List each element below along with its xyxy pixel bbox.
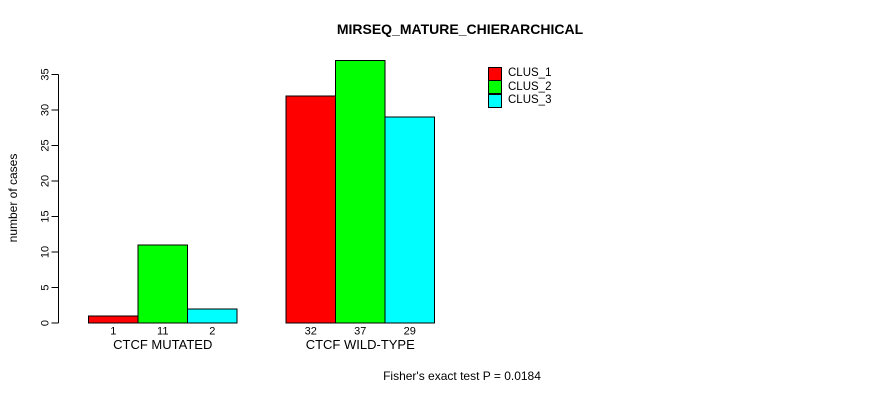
bar-value-label: 37 (354, 326, 366, 338)
bar-value-label: 32 (305, 326, 317, 338)
chart-legend: CLUS_1 CLUS_2 CLUS_3 (488, 66, 552, 108)
legend-item-CLUS_3: CLUS_3 (488, 93, 552, 108)
y-tick-label: 0 (40, 320, 52, 326)
legend-swatch-icon (488, 66, 502, 81)
y-tick-label: 5 (40, 284, 52, 290)
y-tick-label: 25 (40, 139, 52, 151)
y-tick-label: 10 (40, 246, 52, 258)
bar-CLUS_1-CTCF WILD-TYPE (285, 95, 336, 324)
bar-CLUS_2-CTCF WILD-TYPE (335, 59, 386, 324)
legend-swatch-icon (488, 80, 502, 95)
y-axis-label: number of cases (6, 154, 20, 243)
y-tick-label: 30 (40, 104, 52, 116)
legend-swatch-icon (488, 93, 502, 108)
y-tick-label: 35 (40, 68, 52, 80)
bar-value-label: 1 (110, 326, 116, 338)
legend-label: CLUS_1 (508, 67, 552, 79)
category-label: CTCF WILD-TYPE (306, 337, 415, 352)
annotation-text: Fisher's exact test P = 0.0184 (383, 369, 541, 383)
y-tick-label: 15 (40, 210, 52, 222)
y-tick-label: 20 (40, 175, 52, 187)
bar-CLUS_1-CTCF MUTATED (88, 315, 139, 324)
bar-CLUS_2-CTCF MUTATED (137, 244, 188, 324)
bar-value-label: 29 (404, 326, 416, 338)
legend-label: CLUS_3 (508, 94, 552, 106)
legend-item-CLUS_2: CLUS_2 (488, 80, 552, 95)
legend-label: CLUS_2 (508, 80, 552, 93)
bar-CLUS_3-CTCF MUTATED (187, 308, 238, 324)
legend-item-CLUS_1: CLUS_1 (488, 66, 552, 81)
bar-value-label: 2 (209, 326, 215, 338)
category-label: CTCF MUTATED (113, 337, 212, 352)
bar-value-label: 11 (157, 326, 168, 338)
bar-CLUS_3-CTCF WILD-TYPE (384, 116, 435, 324)
chart-title: MIRSEQ_MATURE_CHIERARCHICAL (336, 21, 584, 37)
